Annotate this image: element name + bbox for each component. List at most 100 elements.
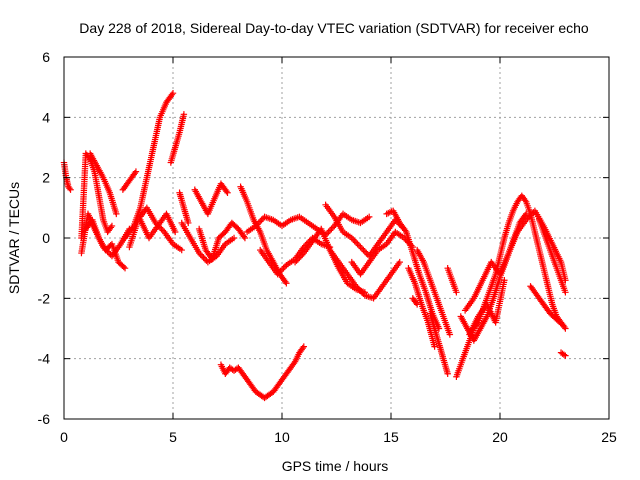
chart-title: Day 228 of 2018, Sidereal Day-to-day VTE… <box>79 20 589 36</box>
data-point <box>562 289 569 296</box>
data-point <box>280 264 287 272</box>
data-point <box>300 343 307 350</box>
data-point <box>258 216 265 224</box>
data-point <box>296 254 303 261</box>
series-seg-ae <box>461 207 569 314</box>
series-seg-k <box>176 189 192 227</box>
data-point <box>105 249 113 257</box>
data-point <box>224 189 231 196</box>
data-point <box>431 343 438 350</box>
data-point <box>67 186 74 193</box>
x-tick-label: 5 <box>169 429 177 445</box>
data-point <box>277 267 284 275</box>
series-seg-b <box>78 150 116 242</box>
data-point <box>223 188 230 195</box>
y-tick-label: 6 <box>42 49 50 65</box>
data-point <box>528 210 536 218</box>
data-point <box>66 185 73 192</box>
data-point <box>178 246 185 254</box>
data-point <box>254 221 261 228</box>
data-point <box>358 245 366 252</box>
y-tick-label: -2 <box>38 290 51 306</box>
series-seg-t <box>322 201 408 260</box>
data-point <box>230 234 238 242</box>
series-seg-d <box>82 216 129 272</box>
data-point <box>360 246 367 254</box>
series-seg-ag <box>527 283 567 329</box>
data-point <box>107 224 115 231</box>
data-point <box>396 258 403 266</box>
data-point <box>355 242 363 249</box>
data-point <box>501 277 508 284</box>
data-point <box>527 212 534 219</box>
data-point <box>558 321 566 328</box>
x-tick-label: 20 <box>492 429 508 445</box>
series-seg-m <box>191 180 231 218</box>
data-point <box>293 257 300 264</box>
data-point <box>522 216 530 224</box>
data-point <box>299 344 306 352</box>
data-point <box>275 269 283 276</box>
data-point <box>131 169 139 177</box>
data-point <box>252 222 260 230</box>
series-seg-x <box>405 264 438 350</box>
data-point <box>113 210 120 218</box>
data-point <box>351 237 358 245</box>
data-point <box>198 252 206 260</box>
data-point <box>524 215 531 222</box>
x-tick-label: 15 <box>383 429 399 445</box>
data-marks <box>60 90 569 402</box>
data-point <box>366 213 373 221</box>
data-point <box>180 111 188 118</box>
data-point <box>352 283 360 290</box>
y-tick-label: -4 <box>38 351 51 367</box>
series-seg-ai <box>557 349 569 359</box>
y-axis-label: SDTVAR / TECUs <box>6 182 22 294</box>
series-seg-ac <box>453 192 569 380</box>
data-point <box>355 286 363 293</box>
data-point <box>278 266 286 273</box>
data-point <box>361 248 369 255</box>
y-tick-label: 2 <box>42 170 50 186</box>
series-seg-aa <box>409 295 421 308</box>
x-tick-label: 10 <box>274 429 290 445</box>
data-point <box>297 252 305 260</box>
data-point <box>357 243 364 251</box>
data-point <box>329 224 337 231</box>
series-seg-af <box>466 277 508 338</box>
series-seg-a <box>60 159 74 193</box>
series-seg-n <box>195 219 249 263</box>
grid-lines <box>64 57 609 419</box>
data-point <box>197 251 204 258</box>
data-point <box>171 228 179 236</box>
data-point <box>444 370 451 377</box>
data-point <box>195 249 203 257</box>
data-point <box>412 299 420 307</box>
series-seg-o <box>217 343 307 402</box>
x-tick-label: 25 <box>601 429 617 445</box>
data-point <box>354 240 361 248</box>
x-axis-label: GPS time / hours <box>282 458 389 474</box>
data-point <box>200 254 207 261</box>
data-point <box>121 264 129 272</box>
y-tick-label: -6 <box>38 411 51 427</box>
data-point <box>522 210 530 218</box>
data-point <box>363 249 370 257</box>
series-seg-e <box>86 150 120 218</box>
series-seg-h <box>126 204 185 254</box>
data-point <box>108 222 116 230</box>
series-seg-q <box>243 210 373 239</box>
data-point <box>357 287 364 294</box>
data-point <box>132 168 140 175</box>
data-point <box>521 197 529 204</box>
data-point <box>326 227 334 234</box>
series-seg-f <box>119 168 140 193</box>
data-point <box>185 219 192 227</box>
data-point <box>562 352 569 359</box>
data-point <box>159 227 167 234</box>
series-seg-j <box>167 111 188 166</box>
series-seg-w <box>383 207 443 332</box>
data-point <box>350 236 357 243</box>
series-seg-i <box>137 210 179 242</box>
